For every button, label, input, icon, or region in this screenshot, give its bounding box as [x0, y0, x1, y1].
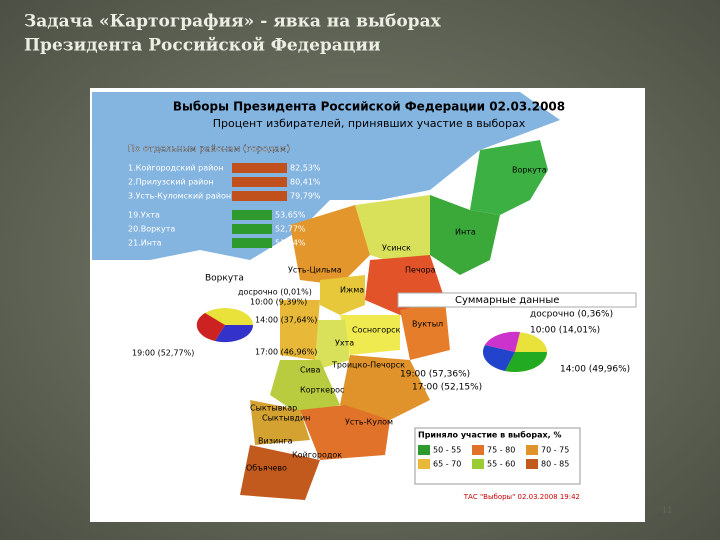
footer: ТАС "Выборы" 02.03.2008 19:42	[463, 493, 580, 501]
region	[300, 405, 390, 460]
region	[470, 140, 548, 215]
pie-label: 19:00 (52,77%)	[132, 349, 194, 358]
legend-swatch	[418, 445, 430, 455]
district-value: 52,77%	[275, 225, 306, 234]
pie-slice	[215, 325, 254, 343]
district-name: 21.Инта	[128, 239, 162, 248]
pie-label: досрочно (0,36%)	[530, 310, 613, 320]
region	[355, 195, 430, 265]
region	[240, 445, 320, 500]
pie-label: 10:00 (9,39%)	[250, 298, 307, 307]
place-label: Усинск	[382, 244, 411, 253]
region	[310, 320, 350, 370]
pie-heading: Суммарные данные	[455, 295, 559, 306]
place-label: Корткерос	[300, 386, 344, 395]
district-value: 53,65%	[275, 211, 306, 220]
district-name: 19.Ухта	[128, 211, 160, 220]
place-label: Объячево	[246, 464, 287, 473]
district-value: 80,41%	[290, 178, 321, 187]
slide-title: Президента Российской Федерации	[24, 36, 381, 56]
legend-item: 75 - 80	[487, 446, 515, 455]
place-label: Инта	[455, 228, 476, 237]
row-bar	[232, 238, 272, 248]
row-bar	[232, 177, 287, 187]
legend-item: 70 - 75	[541, 446, 569, 455]
pie-label: досрочно (0,01%)	[238, 288, 312, 297]
map-title: Выборы Президента Российской Федерации 0…	[173, 100, 565, 114]
map-subtitle: Процент избирателей, принявших участие в…	[213, 117, 526, 130]
region	[430, 195, 500, 275]
sea	[92, 92, 560, 260]
legend-box	[414, 427, 581, 485]
place-label: Сыктывкар	[250, 404, 297, 413]
region	[270, 360, 340, 415]
district-value: 79,79%	[290, 192, 321, 201]
legend-swatch	[526, 445, 538, 455]
place-label: Усть-Цильма	[288, 266, 342, 275]
pie-label: 17:00 (52,15%)	[412, 383, 482, 393]
pie-slice	[485, 331, 520, 352]
pie-heading: Воркута	[205, 274, 244, 284]
place-label: Сива	[300, 366, 321, 375]
place-label: Воркута	[512, 166, 547, 175]
slide-title: Задача «Картография» - явка на выборах	[24, 12, 442, 32]
legend-title: Приняло участие в выборах, %	[418, 430, 561, 440]
place-label: Троицко-Печорск	[331, 361, 405, 370]
legend-item: 65 - 70	[433, 460, 461, 469]
region	[320, 275, 365, 315]
page-number: 11	[662, 506, 672, 515]
district-value: 82,53%	[290, 164, 321, 173]
district-name: 2.Прилузский район	[128, 178, 214, 187]
pie-label: 14:00 (49,96%)	[560, 365, 630, 375]
summary-heading-bg	[397, 292, 637, 308]
place-label: Ижма	[340, 286, 364, 295]
legend-swatch	[418, 459, 430, 469]
region	[340, 315, 400, 355]
region	[290, 205, 370, 285]
place-label: Визинга	[258, 437, 293, 446]
box-heading: По отдельным районам (городам)	[128, 145, 290, 155]
district-name: 1.Койгородский район	[128, 164, 223, 173]
region	[280, 300, 320, 360]
row-bar	[232, 224, 272, 234]
place-label: Сыктывдин	[262, 414, 310, 423]
legend-item: 80 - 85	[541, 460, 569, 469]
region	[250, 400, 310, 445]
pie-slice	[482, 345, 515, 371]
legend-swatch	[472, 459, 484, 469]
place-label: Ухта	[335, 339, 354, 348]
pie-slice	[196, 313, 225, 341]
legend-item: 50 - 55	[433, 446, 461, 455]
row-bar	[232, 210, 272, 220]
place-label: Койгородок	[292, 451, 342, 460]
district-name: 3.Усть-Куломский район	[128, 192, 231, 201]
legend-item: 55 - 60	[487, 460, 515, 469]
row-bar	[232, 163, 287, 173]
legend-swatch	[526, 459, 538, 469]
pie-label: 17:00 (46,96%)	[255, 348, 317, 357]
map	[92, 92, 560, 500]
place-label: Вуктыл	[412, 320, 443, 329]
place-label: Усть-Кулом	[345, 418, 393, 427]
pie-label: 19:00 (57,36%)	[400, 370, 470, 380]
place-label: Печора	[405, 266, 436, 275]
pie-label: 10:00 (14,01%)	[530, 326, 600, 336]
region	[400, 300, 450, 360]
place-label: Сосногорск	[352, 326, 401, 335]
pie-label: 14:00 (37,64%)	[255, 316, 317, 325]
legend-swatch	[472, 445, 484, 455]
region	[340, 355, 430, 420]
pie-slice	[505, 352, 547, 373]
row-bar	[232, 191, 287, 201]
district-name: 20.Воркута	[128, 225, 175, 234]
district-value: 51,94%	[275, 239, 306, 248]
